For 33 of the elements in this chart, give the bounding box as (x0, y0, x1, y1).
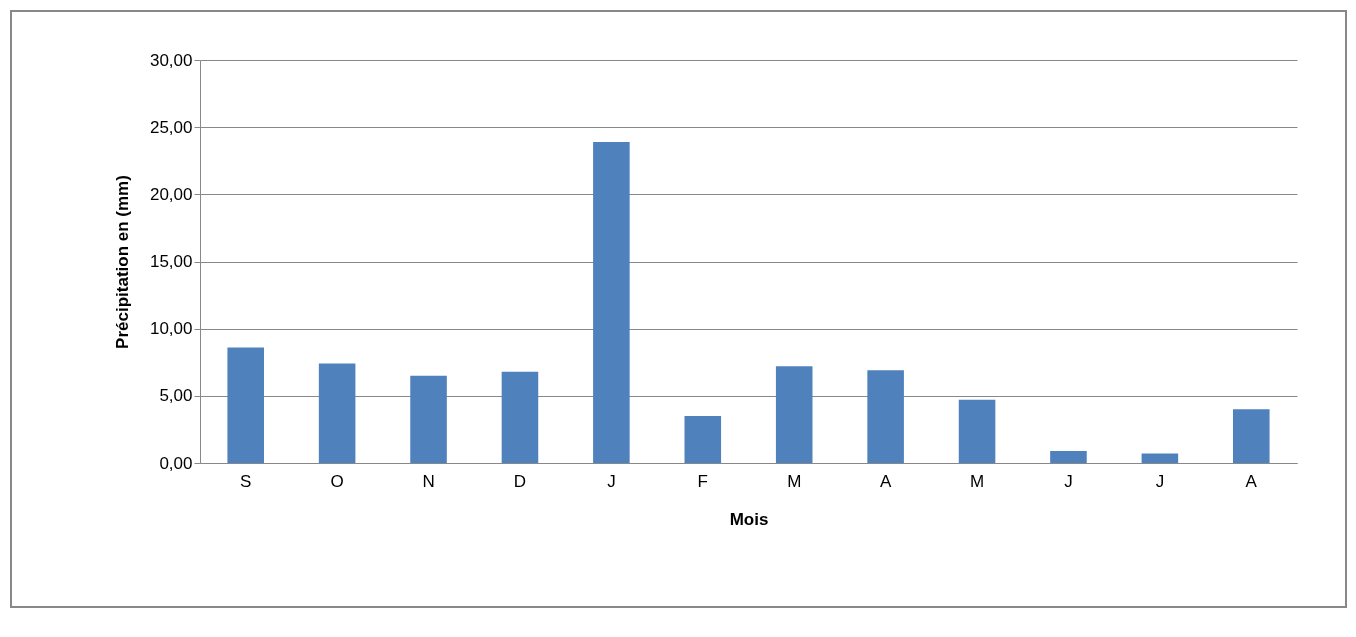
bar (867, 370, 904, 463)
x-tick-label: F (697, 471, 708, 491)
x-tick-label: O (330, 471, 344, 491)
y-tick-label: 5,00 (159, 386, 193, 406)
y-tick-label: 20,00 (149, 184, 193, 204)
bar (958, 399, 996, 463)
y-tick-label: 0,00 (159, 453, 193, 473)
x-tick-label: J (607, 471, 616, 491)
y-axis-title: Précipitation en (mm) (112, 175, 132, 349)
x-tick-label: A (1245, 471, 1258, 491)
x-tick-label: J (1064, 471, 1073, 491)
y-tick-label: 10,00 (149, 319, 193, 339)
x-tick-label: N (422, 471, 435, 491)
x-tick-label: M (969, 471, 985, 491)
bar (1233, 409, 1270, 463)
x-tick-label: M (787, 471, 802, 491)
bar (1050, 450, 1087, 463)
x-tick-label: J (1155, 471, 1165, 491)
x-tick-label: S (240, 471, 252, 491)
x-tick-label: D (513, 471, 527, 491)
bar (684, 415, 722, 463)
bar (227, 347, 264, 463)
bar (593, 141, 630, 463)
bar (318, 363, 356, 463)
y-tick-label: 25,00 (149, 117, 193, 137)
bar (410, 375, 447, 463)
bar (501, 371, 539, 463)
y-tick-label: 30,00 (149, 50, 193, 70)
y-tick-label: 15,00 (149, 252, 193, 271)
bar (775, 366, 813, 463)
x-axis-title: Mois (729, 509, 769, 529)
x-tick-label: A (879, 471, 892, 491)
bar (1141, 453, 1179, 463)
